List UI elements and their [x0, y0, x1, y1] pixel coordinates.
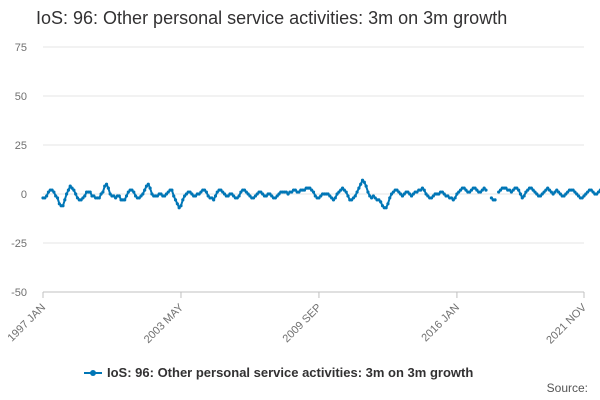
data-point[interactable] [333, 196, 337, 200]
data-point[interactable] [357, 186, 361, 190]
data-point[interactable] [359, 182, 363, 186]
data-point[interactable] [88, 190, 92, 194]
data-point[interactable] [175, 202, 179, 206]
x-tick-label: 2003 MAY [142, 301, 187, 346]
legend-label: IoS: 96: Other personal service activiti… [107, 365, 474, 380]
data-point[interactable] [83, 194, 87, 198]
y-tick-label: 25 [15, 140, 27, 152]
data-point[interactable] [172, 194, 176, 198]
data-point[interactable] [344, 190, 348, 194]
data-point[interactable] [55, 196, 60, 200]
y-tick-label: -50 [11, 287, 27, 299]
y-tick-label: 50 [15, 91, 27, 103]
data-point[interactable] [366, 190, 370, 194]
data-point[interactable] [204, 190, 208, 194]
data-point[interactable] [143, 188, 147, 192]
data-point[interactable] [453, 196, 457, 200]
data-point[interactable] [72, 188, 76, 192]
data-point[interactable] [379, 200, 383, 204]
data-point[interactable] [74, 192, 78, 196]
legend-line-marker-icon [84, 368, 102, 378]
data-point[interactable] [66, 188, 71, 192]
x-tick-label: 1997 JAN [5, 302, 48, 345]
data-point[interactable] [484, 188, 488, 192]
data-point[interactable] [146, 182, 150, 186]
data-point[interactable] [173, 198, 178, 202]
data-point[interactable] [117, 194, 121, 198]
data-point[interactable] [52, 190, 56, 194]
data-point[interactable] [101, 190, 105, 194]
data-point[interactable] [104, 182, 109, 186]
x-tick-label: 2021 NOV [544, 301, 589, 346]
data-point[interactable] [388, 196, 392, 200]
data-point[interactable] [522, 194, 526, 198]
data-point[interactable] [384, 206, 388, 210]
data-point[interactable] [65, 192, 69, 196]
data-point[interactable] [106, 186, 110, 190]
data-point[interactable] [596, 190, 600, 194]
data-point[interactable] [179, 204, 183, 208]
series-line [497, 187, 600, 199]
data-point[interactable] [212, 198, 216, 202]
data-point[interactable] [61, 204, 65, 208]
y-tick-label: 0 [21, 189, 27, 201]
data-point[interactable] [364, 184, 368, 188]
data-point[interactable] [170, 188, 174, 192]
data-point[interactable] [181, 198, 185, 202]
source-credit[interactable]: Source: [546, 381, 588, 395]
data-point[interactable] [213, 194, 218, 198]
data-point[interactable] [493, 198, 497, 202]
y-tick-label: -25 [11, 238, 27, 250]
data-point[interactable] [45, 194, 49, 198]
data-point[interactable] [518, 192, 523, 196]
data-point[interactable] [422, 188, 426, 192]
data-point[interactable] [355, 190, 359, 194]
data-point[interactable] [353, 194, 357, 198]
data-point[interactable] [237, 194, 241, 198]
data-point[interactable] [386, 202, 390, 206]
legend[interactable]: IoS: 96: Other personal service activiti… [84, 365, 473, 380]
data-point[interactable] [148, 186, 152, 190]
data-point[interactable] [124, 194, 129, 198]
data-point[interactable] [97, 196, 101, 200]
data-point[interactable] [362, 180, 366, 184]
data-point[interactable] [141, 192, 145, 196]
x-tick-label: 2009 SEP [281, 302, 325, 346]
y-tick-label: 75 [15, 42, 27, 54]
data-point[interactable] [517, 188, 521, 192]
data-point[interactable] [63, 198, 67, 202]
data-point[interactable] [346, 194, 350, 198]
data-point[interactable] [311, 190, 316, 194]
x-tick-label: 2016 JAN [419, 302, 462, 345]
data-point[interactable] [132, 190, 136, 194]
data-point[interactable] [123, 198, 127, 202]
chart-title: IoS: 96: Other personal service activiti… [36, 8, 508, 28]
